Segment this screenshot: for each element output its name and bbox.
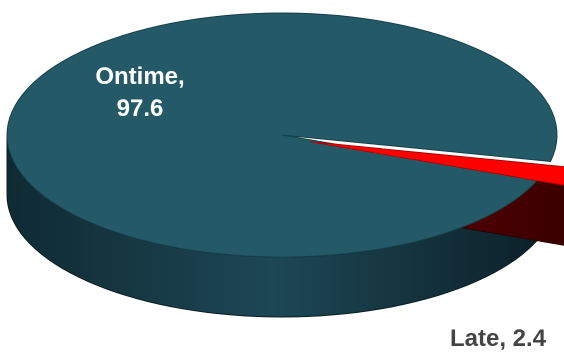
pie-slice-late xyxy=(310,141,564,186)
data-label-late: Late, 2.4 xyxy=(450,325,547,352)
data-label-ontime-value: 97.6 xyxy=(117,95,164,122)
data-label-ontime-name: Ontime, xyxy=(95,63,184,90)
pie-slice-ontime xyxy=(6,12,558,258)
